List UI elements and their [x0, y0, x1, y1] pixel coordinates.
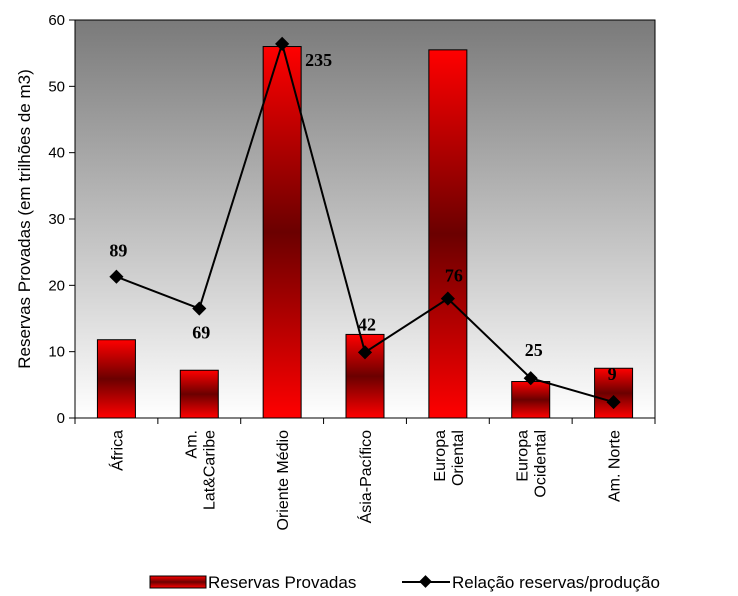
y-axis-title: Reservas Provadas (em trilhões de m3) — [15, 69, 34, 369]
legend: Reservas Provadas Relação reservas/produ… — [149, 573, 660, 592]
y-tick-label: 20 — [48, 277, 65, 294]
x-tick-label-line: Am. Norte — [607, 430, 624, 502]
y-tick-label: 40 — [48, 145, 65, 162]
legend-line-label: Relação reservas/produção — [452, 573, 660, 592]
x-tick-label-line: Oriente Médio — [275, 430, 292, 531]
line-point — [357, 345, 373, 360]
bar — [262, 46, 302, 419]
data-label: 42 — [358, 314, 376, 334]
legend-line-marker — [419, 575, 432, 588]
bar — [428, 49, 468, 419]
legend-bar-label: Reservas Provadas — [208, 573, 356, 592]
data-label: 9 — [608, 364, 617, 384]
x-tick-label-line: Ásia-Pacífico — [356, 430, 375, 523]
data-label: 235 — [305, 50, 332, 70]
data-label: 25 — [525, 340, 543, 360]
x-tick-label-line: Am. — [183, 430, 200, 458]
y-tick-label: 30 — [48, 211, 65, 228]
y-tick-label: 50 — [48, 78, 65, 95]
x-tick-label: Europa Ocidental — [515, 430, 550, 498]
data-label: 89 — [109, 241, 127, 261]
x-tick-label-line: Oriental — [450, 430, 467, 486]
bar — [511, 381, 551, 419]
legend-bar-swatch — [149, 575, 207, 589]
y-tick-label: 60 — [48, 12, 65, 29]
bar — [179, 369, 219, 419]
x-tick-label-line: Europa — [432, 430, 449, 482]
line-point — [109, 269, 124, 284]
data-label: 69 — [192, 323, 210, 343]
x-tick-label: África — [107, 430, 126, 471]
line-point — [606, 395, 621, 410]
x-tick-label-line: África — [107, 430, 126, 471]
bar — [96, 339, 136, 419]
line-series-group — [109, 36, 621, 410]
x-tick-label: Am. Lat&Caribe — [183, 430, 218, 510]
x-tick-label-line: Ocidental — [533, 430, 550, 498]
line-point — [523, 371, 538, 386]
axes-group: 0 10 20 30 40 50 60 — [48, 12, 656, 427]
line-point — [275, 36, 290, 51]
line-point — [192, 301, 207, 316]
x-tick-label: Am. Norte — [607, 430, 624, 502]
bars-group — [96, 46, 634, 419]
x-tick-label-line: Lat&Caribe — [201, 430, 218, 510]
y-tick-label: 0 — [57, 410, 65, 427]
line-point — [440, 291, 455, 306]
data-labels-group: 89 69 235 42 76 25 9 — [109, 50, 616, 384]
bar — [594, 367, 634, 419]
x-tick-label: Europa Oriental — [432, 430, 467, 486]
data-label: 76 — [445, 266, 463, 286]
category-labels-group: África Am. Lat&Caribe Oriente Médio Ásia-Pac… — [107, 430, 623, 531]
x-tick-label: Oriente Médio — [275, 430, 292, 531]
y-tick-label: 10 — [48, 344, 65, 361]
x-tick-label: Ásia-Pacífico — [356, 430, 375, 523]
x-tick-label-line: Europa — [515, 430, 532, 482]
